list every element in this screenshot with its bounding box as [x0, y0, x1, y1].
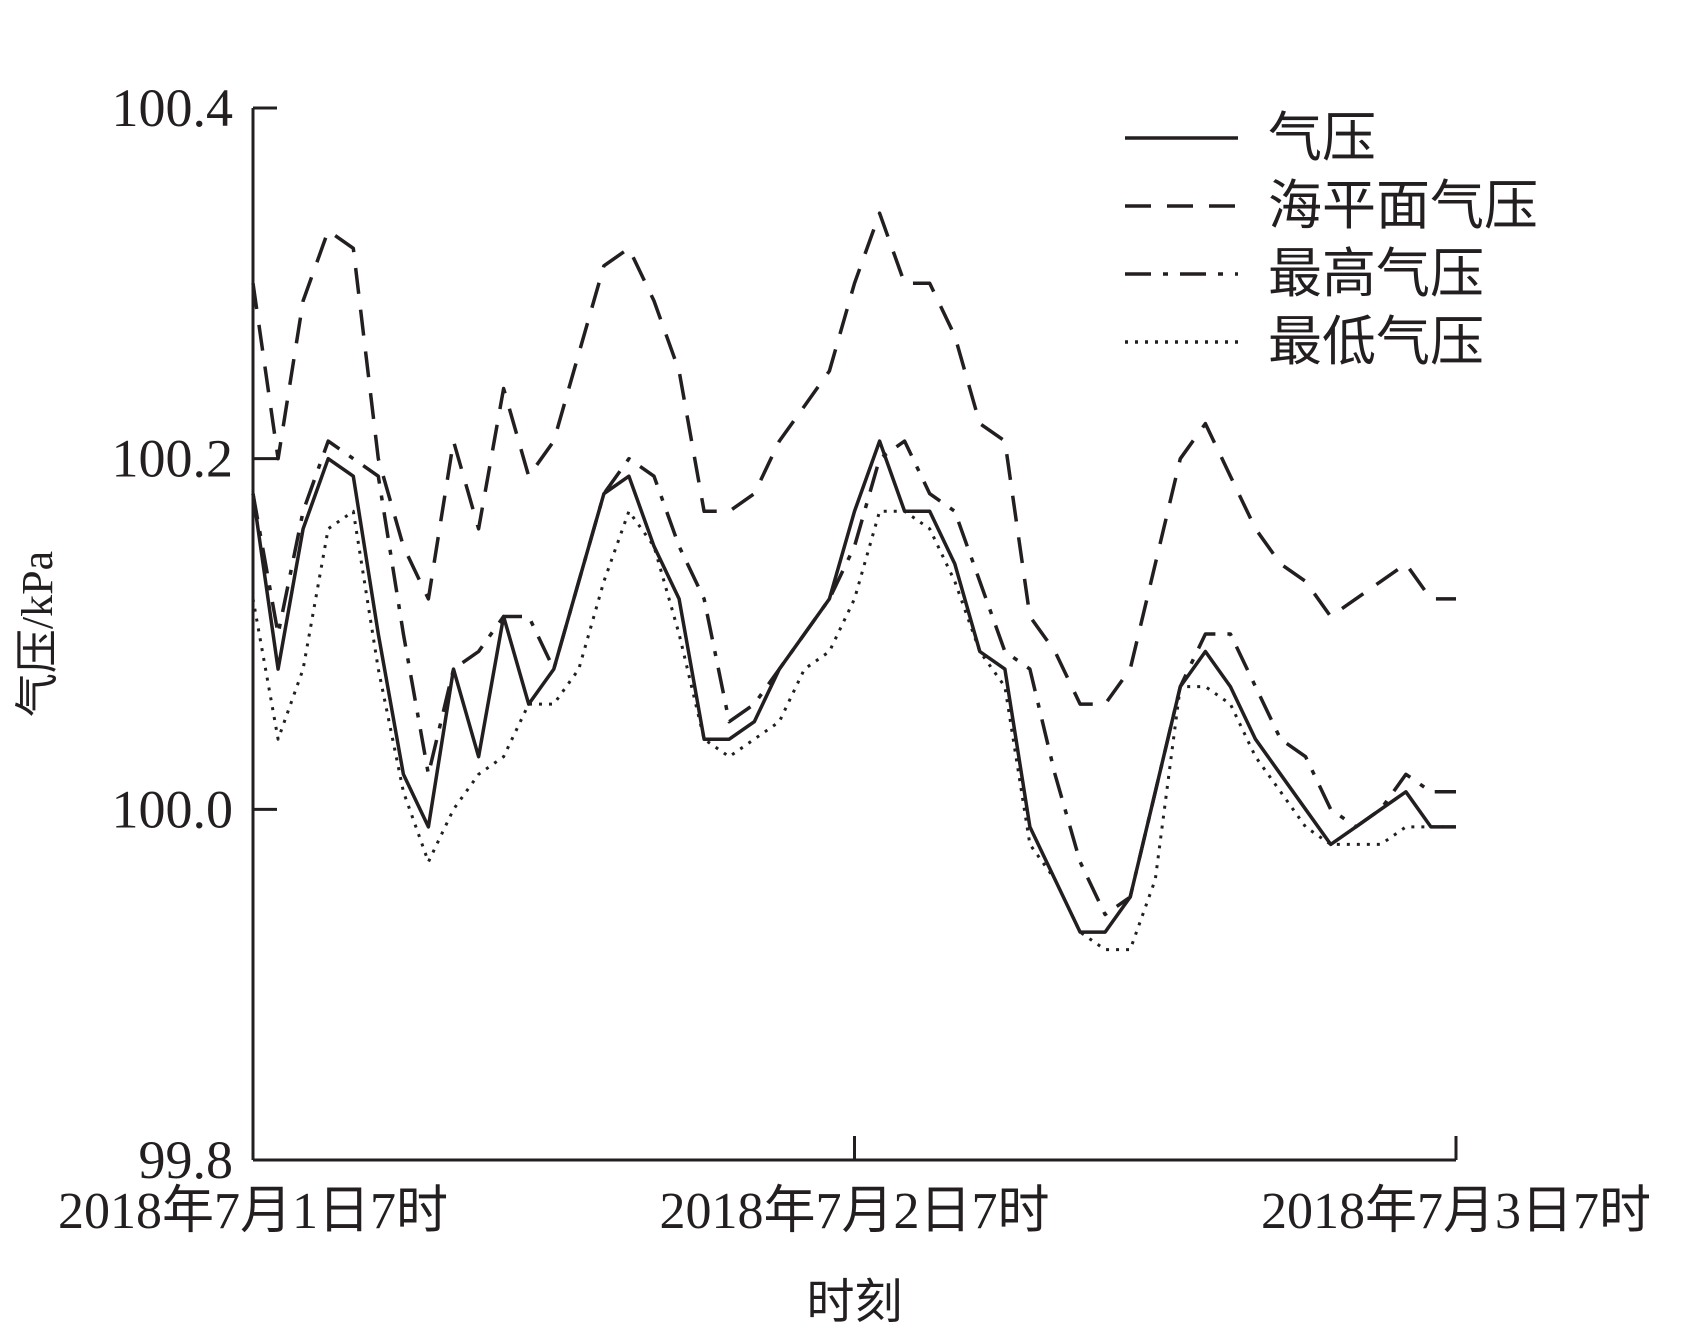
legend-label: 气压: [1268, 108, 1376, 168]
legend-label: 最低气压: [1268, 312, 1484, 372]
series-line-4: [251, 509, 1456, 952]
y-tick-label: 99.8: [139, 1130, 234, 1190]
series-lines: [251, 211, 1456, 952]
y-tick-label: 100.0: [112, 779, 234, 839]
y-tick-label: 100.4: [112, 78, 234, 138]
series-line-1: [251, 439, 1456, 934]
x-tick-label: 2018年7月2日7时: [659, 1183, 1049, 1240]
y-tick-label: 100.2: [112, 429, 234, 489]
x-tick-label: 2018年7月3日7时: [1261, 1183, 1651, 1240]
y-ticks: 99.8 100.0 100.2 100.4: [112, 78, 277, 1190]
series-line-2: [251, 211, 1456, 706]
y-axis-label: 气压/kPa: [13, 551, 62, 717]
x-ticks: 2018年7月1日7时 2018年7月2日7时 2018年7月3日7时: [58, 1136, 1651, 1240]
x-axis-label: 时刻: [806, 1276, 902, 1329]
legend-label: 最高气压: [1268, 244, 1484, 304]
x-tick-label: 2018年7月1日7时: [58, 1183, 448, 1240]
legend-label: 海平面气压: [1268, 176, 1538, 236]
